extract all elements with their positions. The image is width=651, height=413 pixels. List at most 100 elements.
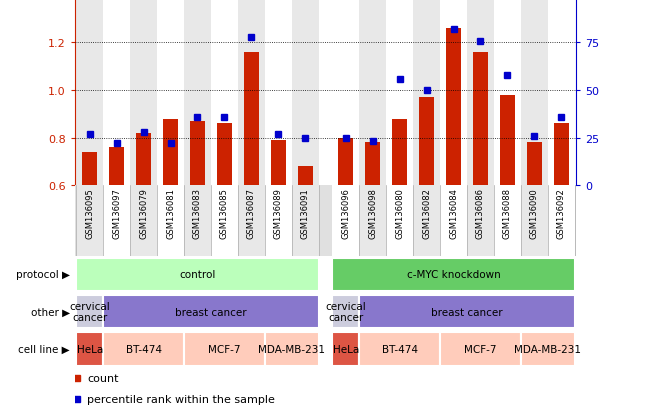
Bar <box>413 186 440 256</box>
Bar <box>130 0 157 186</box>
Bar <box>76 186 103 256</box>
Text: GSM136091: GSM136091 <box>301 188 310 239</box>
Bar <box>109 148 124 186</box>
Bar <box>184 186 211 256</box>
Bar <box>332 332 359 366</box>
Bar <box>473 53 488 186</box>
Text: GSM136082: GSM136082 <box>422 188 431 239</box>
Text: GSM136083: GSM136083 <box>193 188 202 239</box>
Bar <box>136 134 151 186</box>
Text: MDA-MB-231: MDA-MB-231 <box>514 344 581 354</box>
Bar <box>157 0 184 186</box>
Bar <box>332 0 359 186</box>
Bar <box>76 295 103 329</box>
Bar <box>548 186 575 256</box>
Bar <box>103 0 130 186</box>
Bar <box>332 258 575 292</box>
Bar <box>265 186 292 256</box>
Bar <box>238 0 265 186</box>
Bar <box>548 0 575 186</box>
Bar <box>332 186 359 256</box>
Bar <box>359 332 440 366</box>
Bar <box>190 122 205 186</box>
Bar <box>76 0 103 186</box>
Text: GSM136090: GSM136090 <box>530 188 539 239</box>
Bar <box>238 186 265 256</box>
Bar <box>76 258 319 292</box>
Text: MCF-7: MCF-7 <box>208 344 241 354</box>
Text: GSM136092: GSM136092 <box>557 188 566 239</box>
Bar <box>265 332 319 366</box>
Bar <box>365 143 380 186</box>
Bar <box>271 141 286 186</box>
Text: BT-474: BT-474 <box>381 344 417 354</box>
Text: other ▶: other ▶ <box>31 307 70 317</box>
Bar <box>292 0 319 186</box>
Bar <box>332 295 359 329</box>
Text: count: count <box>87 373 119 383</box>
Bar <box>413 0 440 186</box>
Bar <box>359 295 575 329</box>
Bar <box>554 124 569 186</box>
Text: GSM136088: GSM136088 <box>503 188 512 239</box>
Bar <box>292 186 319 256</box>
Bar <box>500 95 515 186</box>
Bar <box>217 124 232 186</box>
Bar <box>527 143 542 186</box>
Text: HeLa: HeLa <box>333 344 359 354</box>
Bar <box>440 332 521 366</box>
Bar <box>76 332 103 366</box>
Text: GSM136098: GSM136098 <box>368 188 377 239</box>
Text: cell line ▶: cell line ▶ <box>18 344 70 354</box>
Bar <box>446 29 461 186</box>
Text: GSM136079: GSM136079 <box>139 188 148 239</box>
Text: breast cancer: breast cancer <box>431 307 503 317</box>
Text: GSM136087: GSM136087 <box>247 188 256 239</box>
Bar <box>494 0 521 186</box>
Bar <box>298 167 312 186</box>
Bar <box>339 138 353 186</box>
Text: GSM136085: GSM136085 <box>220 188 229 239</box>
Text: control: control <box>179 270 215 280</box>
Text: breast cancer: breast cancer <box>175 307 247 317</box>
Bar <box>82 152 97 186</box>
Bar <box>130 186 157 256</box>
Text: GSM136081: GSM136081 <box>166 188 175 239</box>
Bar <box>163 119 178 186</box>
Text: GSM136095: GSM136095 <box>85 188 94 239</box>
Bar <box>386 186 413 256</box>
Text: protocol ▶: protocol ▶ <box>16 270 70 280</box>
Text: GSM136084: GSM136084 <box>449 188 458 239</box>
Bar <box>467 186 494 256</box>
Bar <box>157 186 184 256</box>
Bar <box>521 186 548 256</box>
Bar <box>103 332 184 366</box>
Bar <box>359 186 386 256</box>
Bar <box>184 332 265 366</box>
Bar <box>211 186 238 256</box>
Text: MDA-MB-231: MDA-MB-231 <box>258 344 326 354</box>
Bar <box>521 332 575 366</box>
Bar <box>184 0 211 186</box>
Text: MCF-7: MCF-7 <box>464 344 497 354</box>
Bar <box>440 186 467 256</box>
Bar <box>494 186 521 256</box>
Bar <box>265 0 292 186</box>
Text: GSM136097: GSM136097 <box>112 188 121 239</box>
Bar <box>521 0 548 186</box>
Bar <box>103 295 319 329</box>
Bar <box>359 0 386 186</box>
Text: HeLa: HeLa <box>77 344 103 354</box>
Bar <box>392 119 407 186</box>
Text: percentile rank within the sample: percentile rank within the sample <box>87 394 275 404</box>
Bar <box>103 186 130 256</box>
Text: cervical
cancer: cervical cancer <box>326 301 366 323</box>
Text: cervical
cancer: cervical cancer <box>69 301 110 323</box>
Bar <box>467 0 494 186</box>
Bar <box>419 98 434 186</box>
Text: c-MYC knockdown: c-MYC knockdown <box>407 270 501 280</box>
Bar <box>386 0 413 186</box>
Bar <box>440 0 467 186</box>
Text: GSM136089: GSM136089 <box>274 188 283 239</box>
Text: BT-474: BT-474 <box>126 344 161 354</box>
